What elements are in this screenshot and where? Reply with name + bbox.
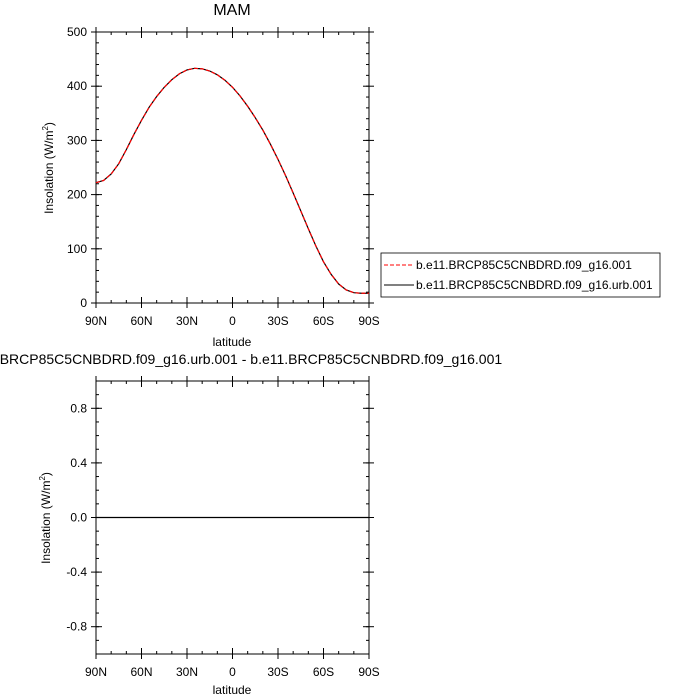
x-tick-label: 30N [176,665,198,679]
x-tick-label: 0 [229,314,236,328]
x-tick-label: 30N [176,314,198,328]
legend-box [380,252,661,298]
x-tick-label: 60S [313,665,334,679]
top-chart-xlabel: latitude [213,335,252,349]
y-tick-label: 100 [67,242,87,256]
y-tick-label: 500 [67,25,87,39]
top-plot-frame [95,31,370,304]
x-tick-label: 30S [267,314,288,328]
legend-entry-label: b.e11.BRCP85C5CNBDRD.f09_g16.urb.001 [416,278,653,292]
x-tick-label: 90N [85,665,107,679]
x-tick-label: 90S [358,665,379,679]
bottom-chart-xlabel: latitude [213,683,252,697]
x-tick-label: 60N [130,665,152,679]
y-tick-label: 200 [67,188,87,202]
y-tick-label: -0.4 [66,565,87,579]
x-tick-label: 30S [267,665,288,679]
bottom-plot: 90N 60N 30N 0 30S 60S 90S -0.8 -0.4 0.0 0.4 0.8 [66,376,380,679]
top-chart-title: MAM [213,2,250,19]
x-tick-label: 60S [313,314,334,328]
y-tick-label: 0.8 [70,401,87,415]
bottom-chart-title: b.e11.BRCP85C5CNBDRD.f09_g16.urb.001 - b… [0,351,502,367]
x-tick-label: 60N [130,314,152,328]
y-tick-label: -0.8 [66,620,87,634]
bottom-chart-ylabel: Insolation (W/m2) [38,472,53,564]
y-tick-label: 0.0 [70,511,87,525]
top-chart-ylabel: Insolation (W/m2) [41,122,56,214]
legend-entry-label: b.e11.BRCP85C5CNBDRD.f09_g16.001 [416,258,632,272]
top-plot: 90N 60N 30N 0 30S 60S 90S 0 100 200 300 400 500 [67,25,380,328]
series-line-solid [95,67,369,294]
x-tick-label: 0 [229,665,236,679]
y-tick-label: 0 [80,296,87,310]
y-tick-label: 300 [67,133,87,147]
x-tick-label: 90N [85,314,107,328]
y-tick-label: 400 [67,79,87,93]
legend: b.e11.BRCP85C5CNBDRD.f09_g16.001 b.e11.B… [380,252,661,298]
series-line-dashed [95,67,369,294]
y-tick-label: 0.4 [70,456,87,470]
x-tick-label: 90S [358,314,379,328]
